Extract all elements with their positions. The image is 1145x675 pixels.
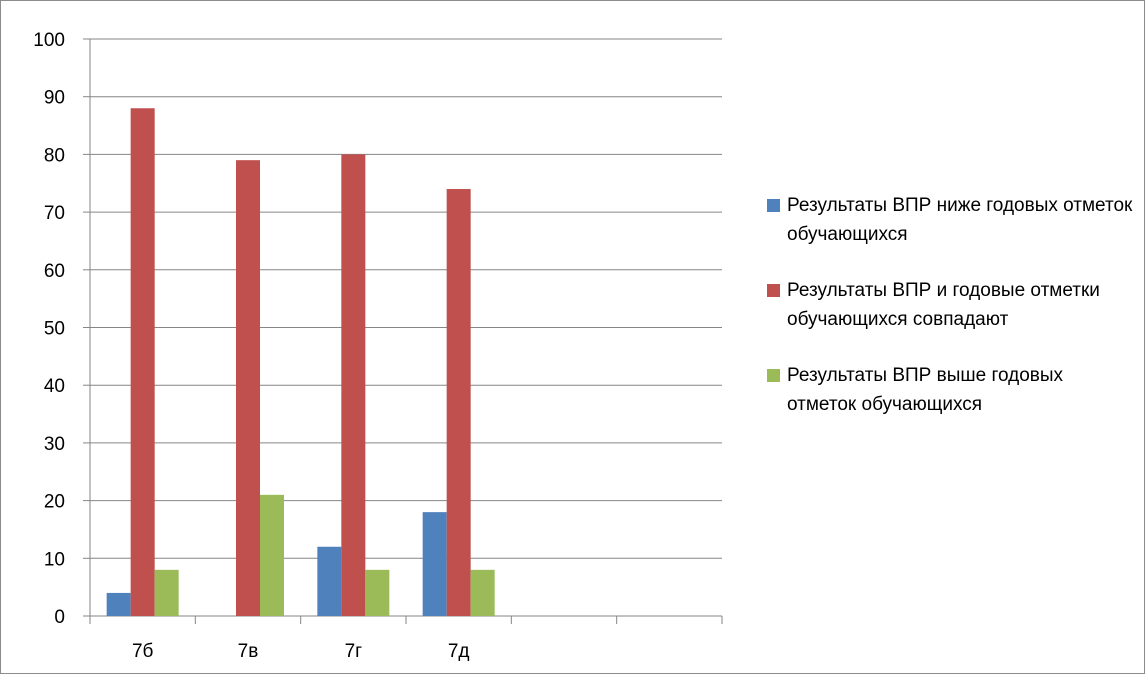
y-tick-label-100: 100 [33, 30, 65, 51]
bar-series0-cat3 [422, 512, 447, 616]
x-tick-label-1: 7в [238, 641, 259, 662]
y-tick-label-90: 90 [44, 88, 65, 109]
y-tick-label-80: 80 [44, 145, 65, 166]
legend-label-above: Результаты ВПР выше годовых отметок обуч… [787, 365, 1064, 415]
y-tick-label-40: 40 [44, 376, 65, 397]
y-tick-label-0: 0 [54, 607, 65, 628]
bar-series1-cat3 [446, 189, 471, 616]
legend-swatch-above [767, 369, 780, 382]
bar-series1-cat0 [130, 108, 155, 617]
y-tick-label-30: 30 [44, 434, 65, 455]
bar-series1-cat2 [341, 154, 366, 616]
y-tick-label-60: 60 [44, 261, 65, 282]
bar-series2-cat2 [365, 569, 390, 616]
bar-series0-cat0 [106, 592, 131, 616]
legend-item-match: Результаты ВПР и годовые отметки обучающ… [767, 276, 1137, 334]
bar-series1-cat1 [236, 160, 260, 617]
y-tick-label-20: 20 [44, 492, 65, 513]
bar-series2-cat1 [260, 494, 284, 616]
legend-item-above: Результаты ВПР выше годовых отметок обуч… [767, 361, 1137, 419]
y-tick-label-10: 10 [44, 549, 65, 570]
x-tick-label-0: 7б [132, 641, 154, 662]
x-tick-label-2: 7г [345, 641, 363, 662]
legend-item-below: Результаты ВПР ниже годовых отметок обуч… [767, 191, 1137, 249]
legend-label-below: Результаты ВПР ниже годовых отметок обуч… [787, 195, 1133, 245]
legend: Результаты ВПР ниже годовых отметок обуч… [767, 191, 1137, 446]
y-tick-label-50: 50 [44, 319, 65, 340]
bar-series0-cat2 [317, 546, 342, 616]
legend-swatch-match [767, 284, 780, 297]
legend-label-match: Результаты ВПР и годовые отметки обучающ… [787, 280, 1100, 330]
bar-series2-cat3 [470, 569, 495, 616]
x-tick-label-3: 7д [448, 641, 470, 662]
bar-series2-cat0 [154, 569, 179, 616]
legend-swatch-below [767, 199, 780, 212]
y-tick-label-70: 70 [44, 203, 65, 224]
